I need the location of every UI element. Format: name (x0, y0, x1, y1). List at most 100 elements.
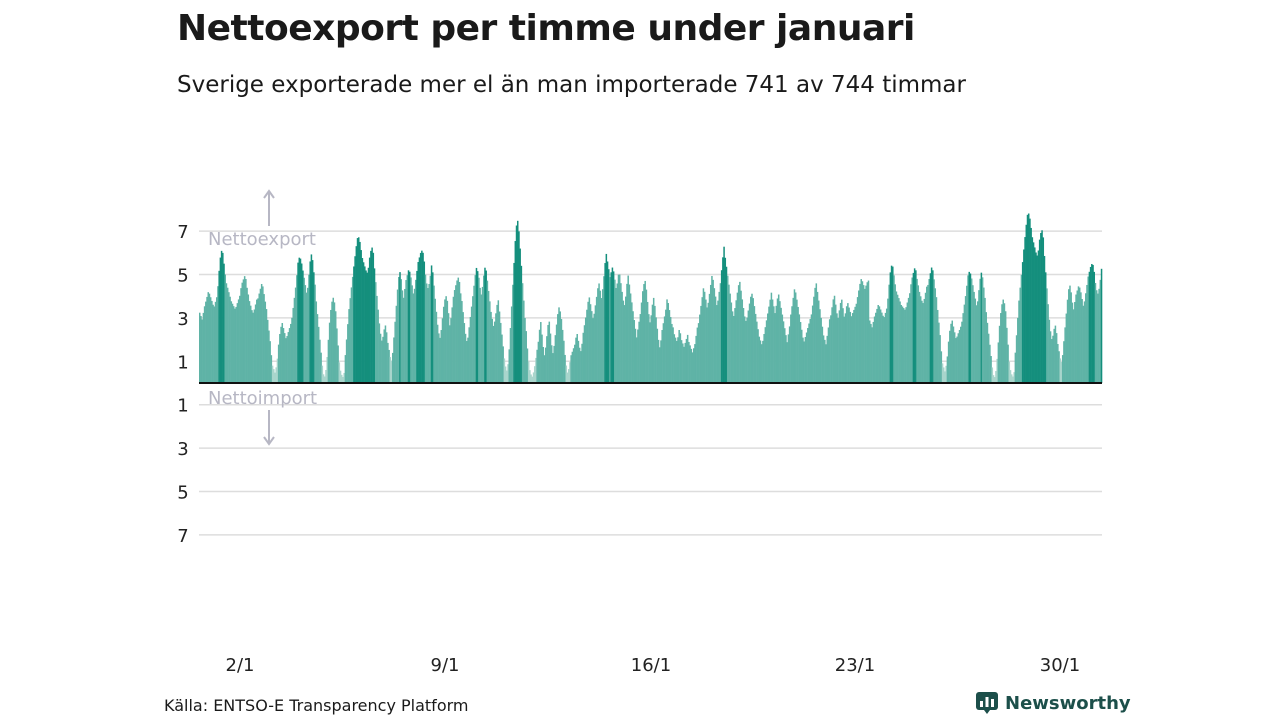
bar (765, 320, 768, 383)
bar (1030, 227, 1032, 383)
bar (307, 287, 309, 383)
bar (859, 283, 861, 383)
bar (530, 374, 532, 383)
bar (229, 296, 231, 383)
bar (739, 281, 741, 383)
bar (536, 349, 538, 383)
bar (901, 306, 904, 383)
bar (202, 312, 205, 383)
bar (839, 302, 842, 383)
y-tick-label: 1 (177, 352, 188, 373)
bar (643, 284, 645, 383)
bar (780, 307, 782, 383)
bar (524, 318, 526, 383)
bar (239, 295, 241, 383)
bar (935, 297, 938, 383)
bar (1018, 300, 1020, 383)
bar (211, 300, 213, 383)
bar (697, 323, 700, 383)
bar (824, 339, 826, 383)
bar (702, 288, 705, 383)
bar (364, 266, 366, 383)
bar (557, 314, 559, 383)
bar (313, 272, 315, 383)
bar (757, 329, 759, 383)
bar (200, 316, 202, 383)
bar (758, 336, 761, 383)
bar (398, 276, 400, 383)
bar (957, 333, 960, 383)
bar (905, 307, 907, 383)
bar (1085, 293, 1087, 383)
bar (247, 294, 250, 383)
bar (868, 320, 871, 383)
bar (1021, 262, 1024, 383)
bar (367, 267, 370, 383)
bar (292, 307, 294, 383)
bar (495, 313, 497, 383)
bar (930, 267, 933, 383)
bar (856, 297, 859, 383)
bar (866, 282, 869, 383)
y-axis-labels: 1 3 5 7 1 3 5 7 (177, 222, 188, 547)
bar (826, 335, 828, 383)
bar (1059, 358, 1062, 383)
bar (559, 311, 561, 383)
bar (1015, 335, 1018, 383)
bar (441, 318, 444, 383)
bar (578, 347, 581, 383)
bar (671, 323, 673, 383)
bar (944, 371, 946, 383)
bar (657, 339, 660, 383)
brand-logo[interactable]: Newsworthy (975, 691, 1131, 715)
bar (974, 298, 977, 383)
bar (804, 337, 807, 383)
bar (554, 335, 557, 383)
bar (394, 321, 396, 383)
bar (275, 367, 277, 383)
bar (526, 348, 529, 383)
bar (967, 275, 969, 383)
bar (638, 321, 640, 383)
bar (814, 287, 816, 383)
bar (425, 283, 428, 383)
bar (694, 344, 696, 383)
bar (501, 334, 503, 383)
bar (962, 313, 964, 383)
bar (642, 291, 644, 383)
bar (707, 302, 710, 383)
bar (218, 270, 220, 383)
bar (683, 346, 685, 383)
bar (593, 313, 595, 383)
bar (577, 340, 580, 383)
bar (936, 309, 939, 383)
bar (696, 327, 699, 383)
bar (277, 344, 280, 383)
bar (258, 293, 260, 383)
bar (1071, 302, 1074, 383)
bar (705, 299, 707, 383)
bar (563, 340, 565, 383)
bar (659, 347, 661, 383)
bar (337, 345, 339, 383)
bar (843, 316, 845, 383)
bar (395, 305, 398, 383)
bar (217, 286, 219, 383)
bar (458, 281, 461, 383)
bar (634, 328, 637, 383)
bar (913, 268, 916, 383)
bar (552, 353, 554, 383)
bar (298, 257, 301, 383)
bar (888, 284, 890, 383)
bar (731, 311, 734, 383)
bar (991, 367, 994, 383)
bar (1004, 311, 1007, 383)
bar (299, 258, 302, 383)
bar (594, 305, 597, 383)
bar (225, 283, 228, 383)
bar (801, 329, 803, 383)
bar (733, 315, 735, 383)
bar (317, 326, 320, 383)
bar (228, 292, 230, 383)
bar (648, 314, 650, 383)
